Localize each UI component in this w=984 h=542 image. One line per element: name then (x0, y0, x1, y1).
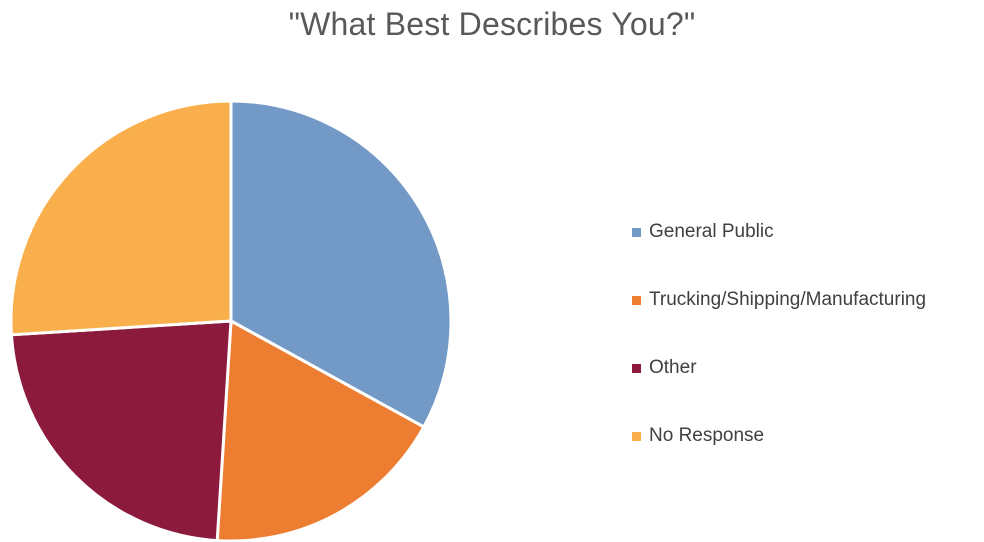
legend-item: No Response (632, 420, 926, 452)
legend-item: General Public (632, 216, 926, 248)
pie-slice-general-public (229, 99, 453, 429)
legend-label: General Public (649, 221, 774, 242)
legend-swatch (632, 295, 641, 305)
legend-item: Trucking/Shipping/Manufacturing (632, 284, 926, 316)
legend-swatch (632, 363, 641, 373)
legend-label: Other (649, 357, 697, 378)
chart-title: "What Best Describes You?" (288, 6, 696, 42)
pie-slice-no-response (9, 99, 233, 337)
legend-label: No Response (649, 425, 765, 446)
legend-item: Other (632, 352, 926, 384)
pie-slice-other (9, 319, 233, 542)
legend-swatch (632, 431, 641, 441)
legend-label: Trucking/Shipping/Manufacturing (649, 289, 927, 310)
legend-swatch (632, 227, 641, 237)
legend: General Public Trucking/Shipping/Manufact… (632, 216, 926, 452)
pie-slice-trucking-shipping-manufacturing (215, 319, 426, 542)
